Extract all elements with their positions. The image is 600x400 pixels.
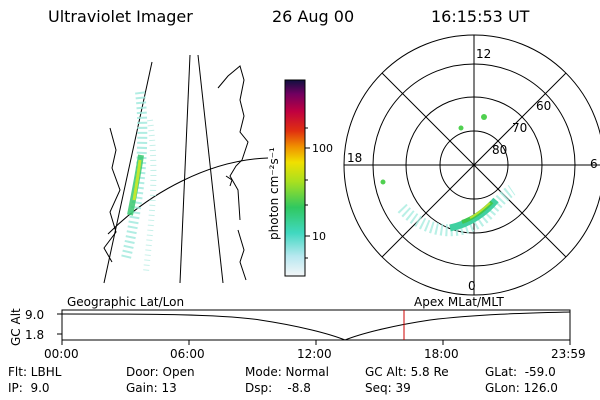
x-tick-1200: 12:00 <box>297 347 332 361</box>
timeline-panel <box>57 309 571 345</box>
map-meridian-line <box>179 54 191 284</box>
x-tick-0000: 00:00 <box>44 347 79 361</box>
colorbar-unit-label: photon cm⁻²s⁻¹ <box>267 147 281 240</box>
timeline-left-title: Geographic Lat/Lon <box>67 295 185 309</box>
lat-label-80: 80 <box>492 143 507 157</box>
geographic-map <box>103 54 269 284</box>
coastline <box>103 127 121 263</box>
colorbar-tick-10: 10 <box>312 230 326 243</box>
y-tick-9-0: 9.0 <box>25 308 45 322</box>
timeline-right-title: Apex MLat/MLT <box>414 295 504 309</box>
glon-label: GLon: 126.0 <box>485 381 558 395</box>
glat-label: GLat: -59.0 <box>485 365 556 379</box>
coastline <box>225 175 233 187</box>
gc-alt-label: GC Alt: 5.8 Re <box>365 365 449 379</box>
altitude-curve <box>61 311 571 341</box>
door-label: Door: Open <box>126 365 195 379</box>
ip-label: IP: 9.0 <box>8 381 50 395</box>
polar-diagonal <box>381 72 567 258</box>
filter-label: Flt: LBHL <box>8 365 62 379</box>
aurora-polar-oval <box>380 114 516 237</box>
coastline <box>217 65 249 221</box>
y-tick-1-8: 1.8 <box>25 328 45 342</box>
mlt-label-6: 6 <box>590 157 598 171</box>
lat-label-70: 70 <box>512 121 527 135</box>
colorbar-ticks <box>305 127 310 259</box>
mlt-label-0: 0 <box>468 279 476 293</box>
seq-label: Seq: 39 <box>365 381 411 395</box>
gain-label: Gain: 13 <box>126 381 177 395</box>
mlt-label-12: 12 <box>476 47 491 61</box>
coastline <box>237 229 247 281</box>
colorbar-tick-100: 100 <box>312 142 333 155</box>
map-latitude-curve <box>107 157 269 235</box>
time-label: 16:15:53 UT <box>431 7 530 26</box>
lat-label-60: 60 <box>536 99 551 113</box>
map-meridian-line <box>103 61 153 284</box>
date-label: 26 Aug 00 <box>272 7 355 26</box>
x-tick-0600: 06:00 <box>170 347 205 361</box>
colorbar <box>284 79 306 277</box>
polar-plot <box>343 34 600 296</box>
dsp-label: Dsp: -8.8 <box>245 381 311 395</box>
x-tick-2359: 23:59 <box>551 347 586 361</box>
mlt-label-18: 18 <box>347 151 362 165</box>
x-tick-1800: 18:00 <box>424 347 459 361</box>
axis-title-gc-alt: GC Alt <box>9 308 23 346</box>
mode-label: Mode: Normal <box>245 365 329 379</box>
instrument-title: Ultraviolet Imager <box>48 7 193 26</box>
aurora-map-band <box>121 91 157 273</box>
